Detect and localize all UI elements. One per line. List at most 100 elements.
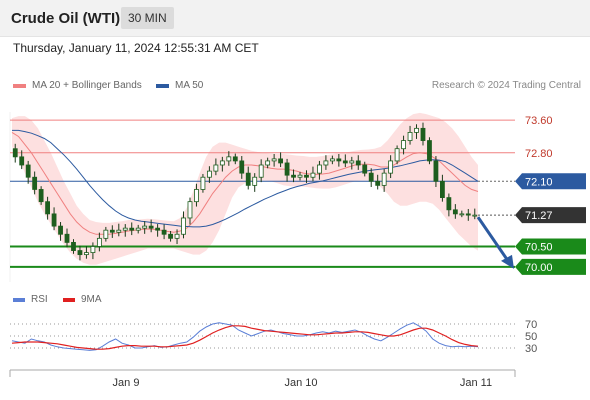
candle-body	[51, 213, 57, 227]
x-tick-label: Jan 9	[113, 377, 140, 389]
level-label-72.80: 72.80	[525, 148, 553, 160]
candle-body	[90, 246, 96, 253]
legend-ma50-label: MA 50	[175, 80, 204, 91]
rsi-tick-label: 70	[525, 319, 537, 331]
candle-body	[213, 164, 219, 172]
candle-body	[420, 127, 426, 141]
legend-ma20-label: MA 20 + Bollinger Bands	[32, 80, 142, 91]
candle-body	[465, 213, 471, 216]
candle-body	[84, 252, 89, 256]
candle-body	[148, 225, 154, 229]
candle-body	[355, 160, 361, 166]
candle-body	[310, 172, 316, 178]
timeframe-button[interactable]: 30 MIN	[121, 7, 174, 29]
candle-body	[459, 213, 465, 216]
candle-body	[32, 176, 38, 190]
candle-body	[155, 227, 161, 231]
candle-body	[278, 158, 283, 164]
candle-body	[336, 158, 342, 162]
candle-body	[161, 229, 167, 235]
candle-body	[323, 160, 329, 166]
candle-body	[401, 140, 406, 150]
level-label-72.10: 72.10	[525, 176, 553, 188]
candle-body	[271, 158, 277, 162]
candle-body	[226, 156, 232, 162]
candle-body	[446, 197, 452, 211]
candle-body	[232, 156, 238, 162]
bollinger-band-area	[12, 112, 478, 265]
candle-body	[19, 156, 25, 166]
candle-body	[381, 172, 387, 186]
legend-9ma-label: 9MA	[81, 294, 102, 305]
level-tag-70.00	[515, 258, 586, 275]
candle-body	[342, 160, 348, 164]
candle-body	[219, 160, 225, 166]
rsi-series-rsi	[11, 322, 479, 351]
candle-body	[265, 160, 271, 166]
candle-body	[38, 189, 44, 203]
candle-body	[297, 174, 303, 178]
candle-body	[116, 229, 122, 233]
candle-body	[472, 214, 478, 217]
forecast-arrow-head	[501, 254, 514, 269]
candle-body	[71, 242, 76, 251]
ma50-swatch	[156, 83, 169, 88]
legend-rsi: RSI	[13, 294, 48, 305]
x-tick-label: Jan 11	[460, 377, 492, 389]
legend-ma50: MA 50	[156, 80, 203, 91]
candle-body	[200, 176, 206, 190]
candle-body	[349, 160, 355, 164]
candle-body	[142, 225, 148, 229]
candle-body	[414, 127, 419, 133]
forecast-arrow-shaft	[476, 216, 510, 262]
level-label-71.27: 71.27	[525, 210, 553, 222]
level-label-73.60: 73.60	[525, 115, 553, 127]
ma20-line	[11, 131, 479, 235]
legend-9ma: 9MA	[63, 294, 102, 305]
candle-body	[194, 189, 199, 203]
candle-body	[187, 201, 193, 219]
candle-body	[284, 162, 290, 176]
level-label-70.50: 70.50	[525, 241, 553, 253]
level-label-70.00: 70.00	[525, 262, 553, 274]
candle-body	[58, 225, 63, 235]
candle-body	[135, 227, 141, 231]
instrument-title: Crude Oil (WTI)	[11, 10, 121, 27]
candle-body	[362, 164, 368, 174]
candle-body	[45, 201, 50, 215]
candle-body	[252, 176, 258, 186]
candle-body	[452, 209, 458, 215]
candle-body	[245, 172, 251, 186]
level-tag-72.10	[515, 173, 586, 190]
candle-body	[368, 172, 374, 182]
ma20-swatch	[13, 83, 26, 88]
candle-body	[207, 170, 212, 178]
candle-body	[304, 174, 309, 178]
level-tag-71.27	[515, 207, 586, 224]
rsi-series-9ma	[11, 325, 479, 350]
candle-body	[329, 158, 335, 162]
candle-body	[407, 132, 413, 141]
candle-body	[291, 174, 296, 178]
x-tick-label: Jan 10	[284, 377, 317, 389]
candle-body	[317, 164, 322, 174]
candle-body	[174, 233, 180, 239]
candle-body	[64, 233, 70, 243]
rsi-tick-label: 50	[525, 331, 537, 343]
candle-body	[96, 237, 102, 247]
candle-body	[109, 229, 115, 233]
candle-body	[427, 140, 432, 162]
credit-text: Research © 2024 Trading Central	[431, 80, 581, 91]
candle-body	[181, 217, 186, 235]
candle-body	[12, 148, 18, 158]
rsi-tick-label: 30	[525, 343, 537, 355]
rsi-swatch	[13, 297, 25, 302]
candle-body	[375, 180, 381, 186]
candle-body	[394, 148, 400, 162]
candle-body	[388, 160, 394, 174]
candle-body	[25, 164, 31, 178]
candle-body	[103, 229, 109, 239]
level-tag-70.50	[515, 238, 586, 255]
legend-ma20: MA 20 + Bollinger Bands	[13, 80, 142, 91]
candle-body	[129, 227, 135, 231]
